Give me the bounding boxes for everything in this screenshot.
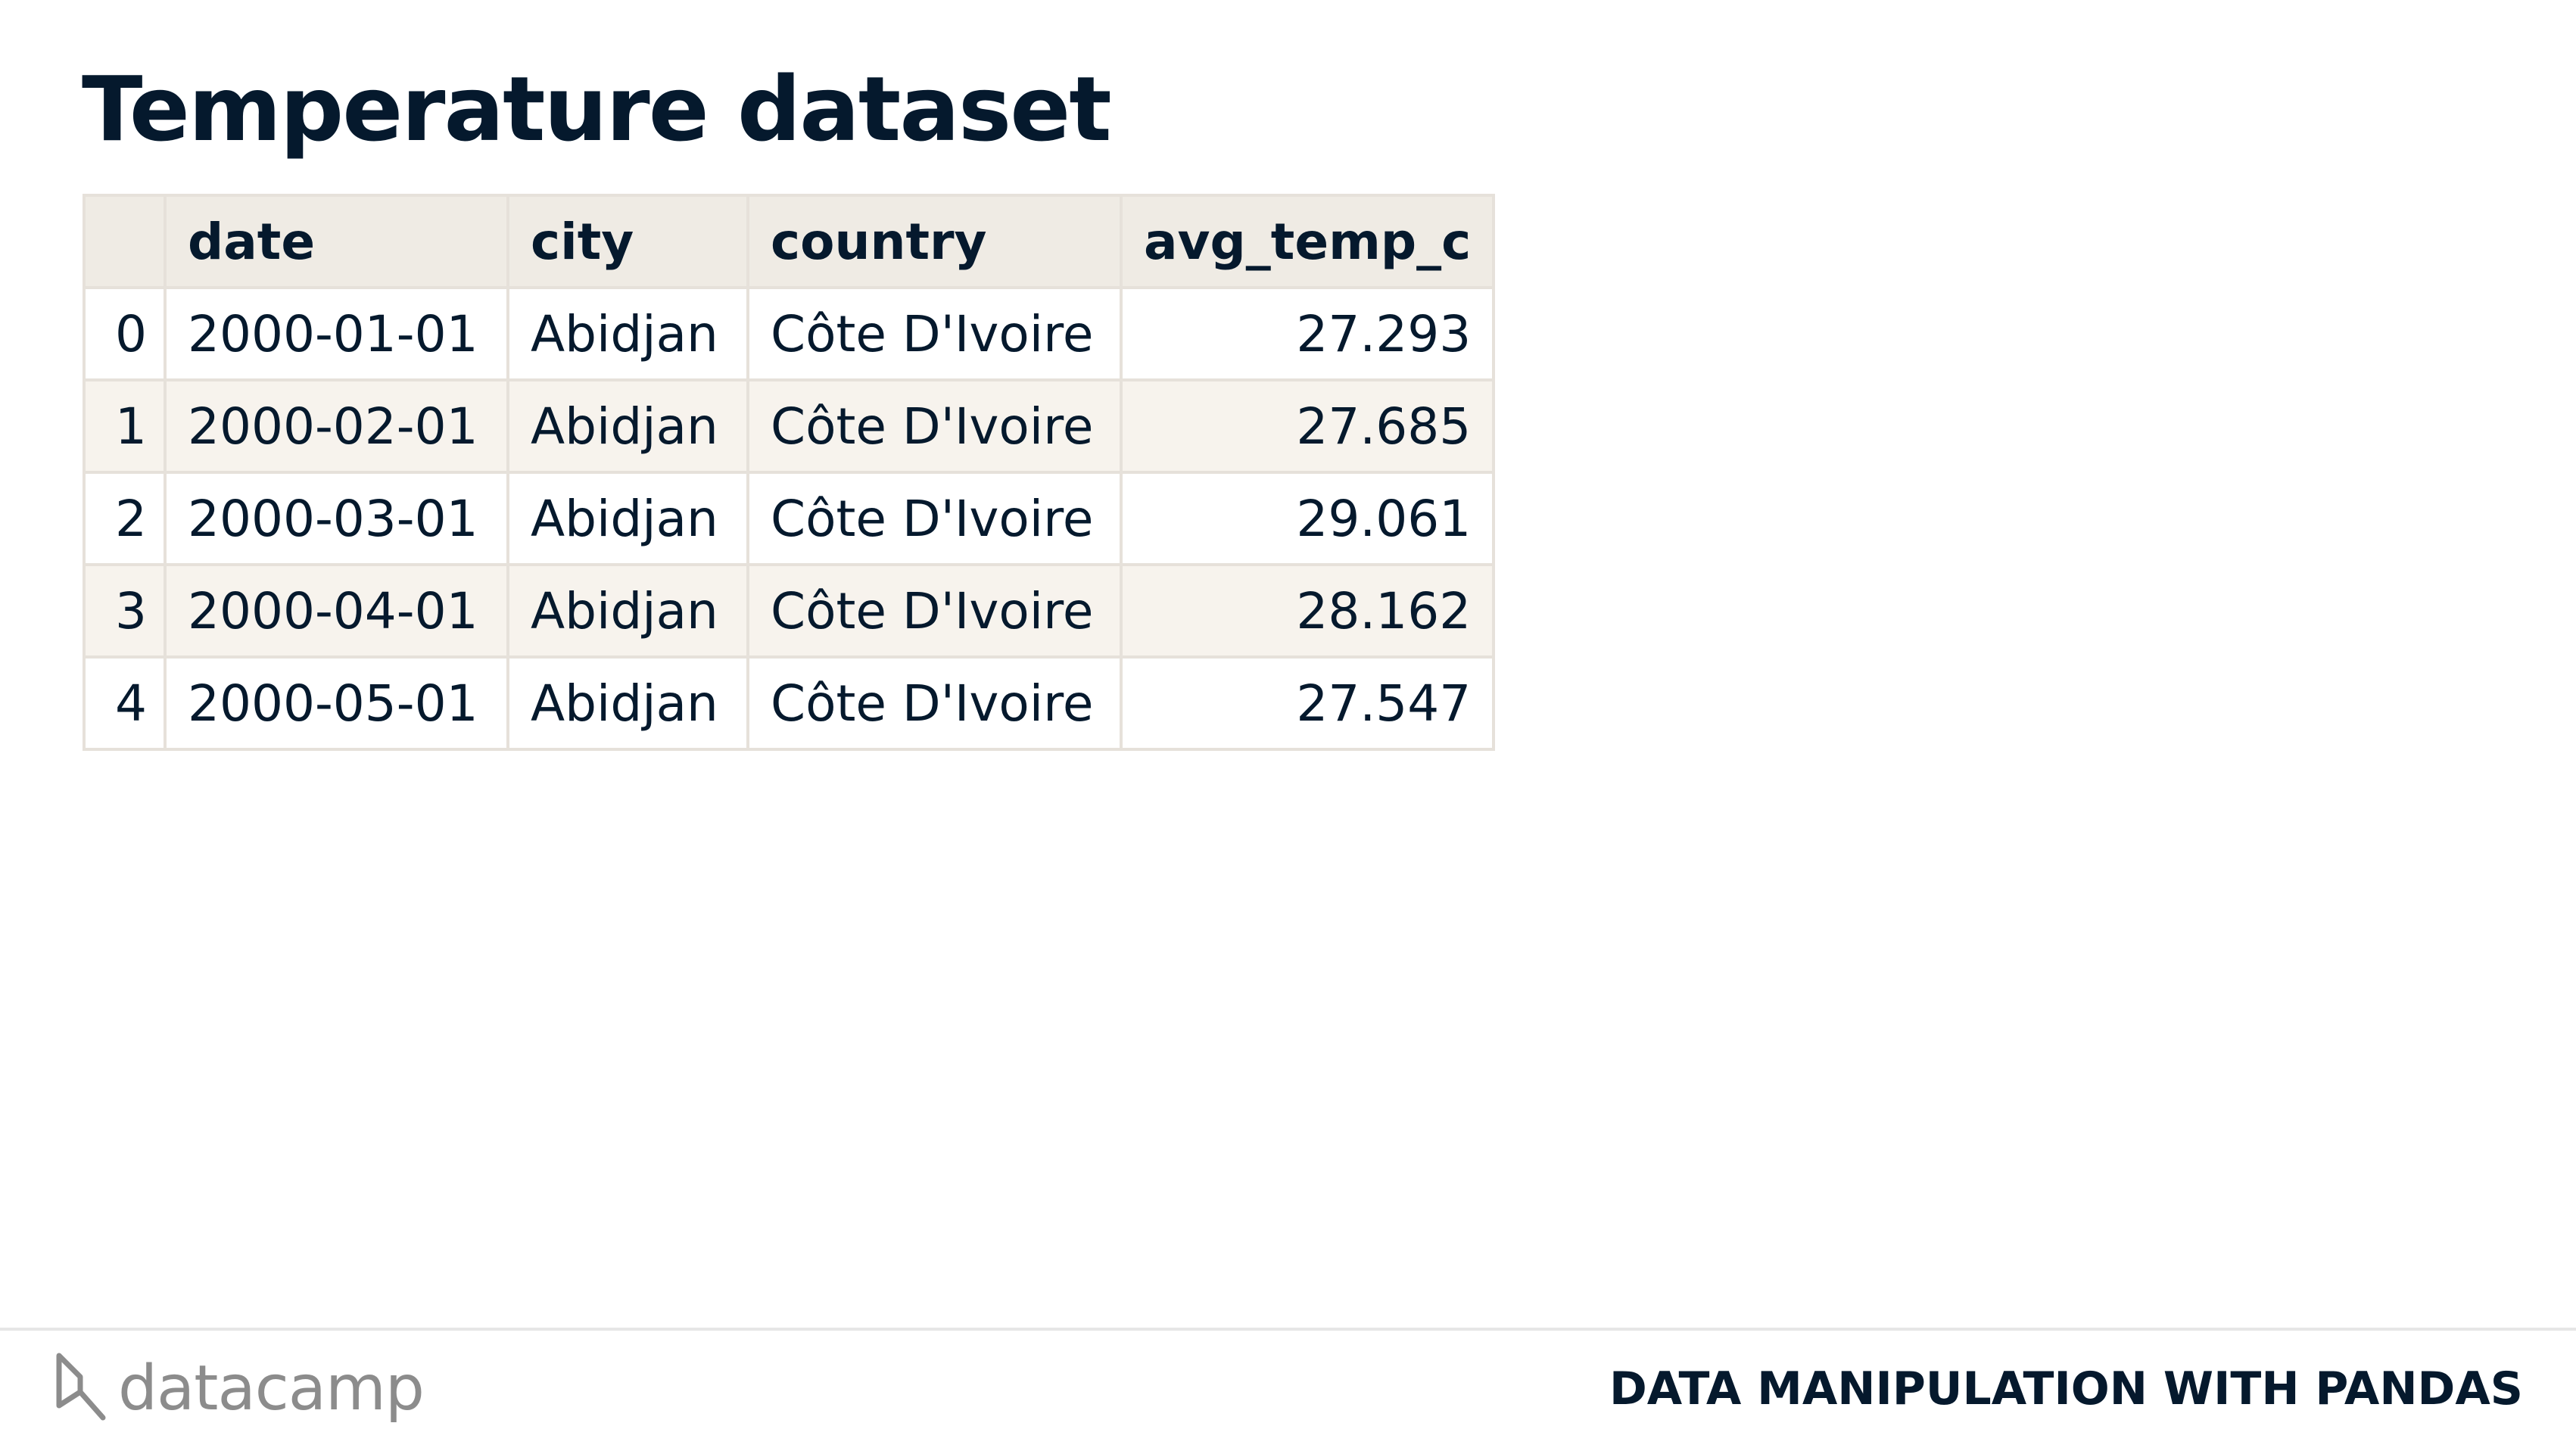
column-header-avg-temp: avg_temp_c (1119, 194, 1496, 289)
table-row: 4 2000-05-01 Abidjan Côte D'Ivoire 27.54… (83, 655, 1496, 751)
row-index: 3 (83, 563, 167, 659)
table-row: 1 2000-02-01 Abidjan Côte D'Ivoire 27.68… (83, 378, 1496, 474)
cell-date: 2000-02-01 (164, 378, 509, 474)
cell-country: Côte D'Ivoire (746, 378, 1123, 474)
row-index: 1 (83, 378, 167, 474)
cell-country: Côte D'Ivoire (746, 655, 1123, 751)
table-header-row: date city country avg_temp_c (83, 194, 1496, 289)
cell-country: Côte D'Ivoire (746, 471, 1123, 566)
cell-city: Abidjan (506, 563, 749, 659)
cell-avg-temp: 27.547 (1119, 655, 1496, 751)
cell-city: Abidjan (506, 655, 749, 751)
cell-avg-temp: 27.293 (1119, 286, 1496, 381)
table-row: 2 2000-03-01 Abidjan Côte D'Ivoire 29.06… (83, 471, 1496, 566)
column-header-city: city (506, 194, 749, 289)
temperature-table: date city country avg_temp_c 0 2000-01-0… (83, 194, 1496, 751)
cell-avg-temp: 27.685 (1119, 378, 1496, 474)
table-row: 3 2000-04-01 Abidjan Côte D'Ivoire 28.16… (83, 563, 1496, 659)
cell-city: Abidjan (506, 286, 749, 381)
cell-country: Côte D'Ivoire (746, 563, 1123, 659)
column-header-country: country (746, 194, 1123, 289)
row-index: 2 (83, 471, 167, 566)
footer-divider (0, 1328, 2576, 1331)
column-header-index (83, 194, 167, 289)
cell-country: Côte D'Ivoire (746, 286, 1123, 381)
cell-avg-temp: 28.162 (1119, 563, 1496, 659)
cell-date: 2000-01-01 (164, 286, 509, 381)
cell-date: 2000-04-01 (164, 563, 509, 659)
table-body: 0 2000-01-01 Abidjan Côte D'Ivoire 27.29… (83, 286, 1496, 751)
cell-city: Abidjan (506, 378, 749, 474)
cell-date: 2000-03-01 (164, 471, 509, 566)
cell-city: Abidjan (506, 471, 749, 566)
datacamp-logo: datacamp (53, 1349, 425, 1429)
column-header-date: date (164, 194, 509, 289)
slide-title: Temperature dataset (82, 57, 1112, 161)
table-header: date city country avg_temp_c (83, 194, 1496, 289)
cell-date: 2000-05-01 (164, 655, 509, 751)
row-index: 0 (83, 286, 167, 381)
course-name: DATA MANIPULATION WITH PANDAS (1609, 1362, 2523, 1415)
cell-avg-temp: 29.061 (1119, 471, 1496, 566)
table-row: 0 2000-01-01 Abidjan Côte D'Ivoire 27.29… (83, 286, 1496, 381)
logo-wordmark: datacamp (118, 1353, 425, 1425)
row-index: 4 (83, 655, 167, 751)
datacamp-logo-icon (56, 1353, 106, 1421)
